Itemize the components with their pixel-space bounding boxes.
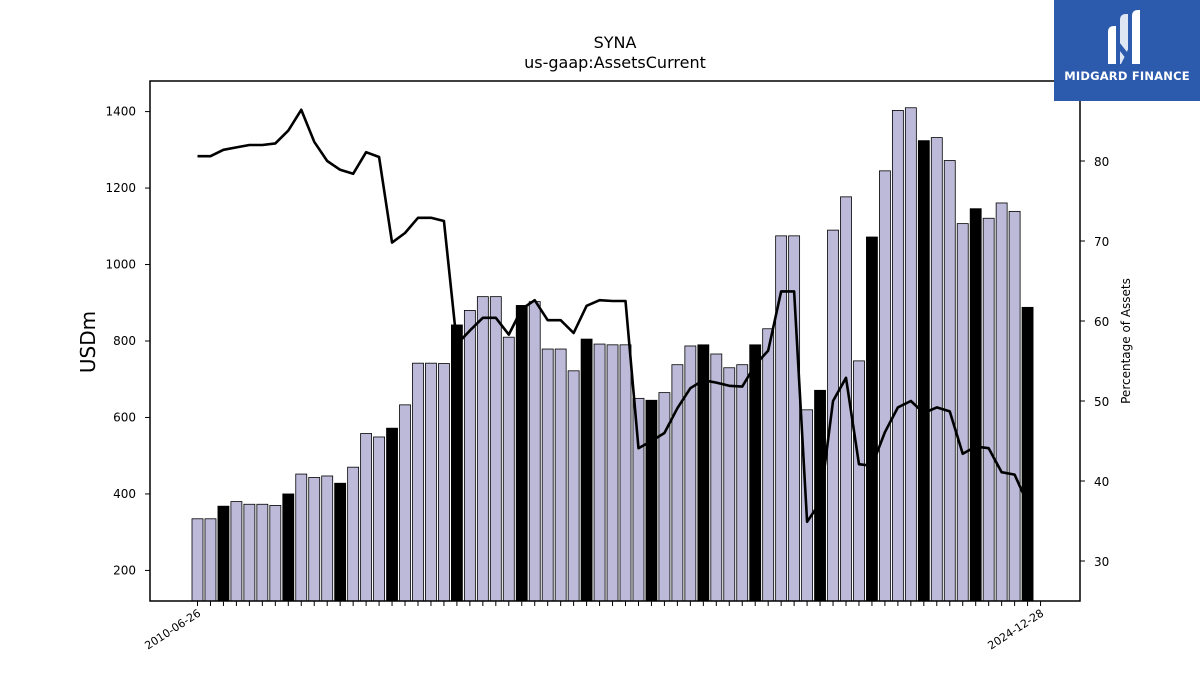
bar-quarter: [541, 348, 554, 602]
right-axis: 30 40 50 60 70 80: [1080, 155, 1109, 569]
bar-quarter: [438, 363, 450, 602]
bar-quarter: [528, 301, 541, 602]
bar-annual: [1021, 306, 1034, 602]
bar-quarter: [736, 364, 749, 602]
y2-axis-label: Percentage of Assets: [1119, 278, 1133, 404]
bar-annual: [450, 324, 463, 602]
x-axis: 2010-06-26 2024-12-28: [142, 601, 1046, 652]
y-tick-label: 400: [113, 487, 136, 501]
bar-quarter: [891, 110, 904, 602]
bar-quarter: [723, 367, 736, 602]
bar-annual: [217, 505, 230, 602]
bar-quarter: [230, 501, 243, 602]
y-tick-label: 600: [113, 410, 136, 424]
chart-title: SYNA: [594, 33, 637, 52]
bar-quarter: [425, 362, 437, 602]
bar-annual: [386, 427, 398, 602]
bar-annual: [749, 344, 762, 602]
bar-annual: [969, 208, 982, 602]
brand-name: MIDGARD FINANCE: [1064, 69, 1190, 83]
bar-quarter: [1008, 210, 1021, 602]
bar-series: [191, 107, 1034, 602]
percentage-line: [197, 108, 1029, 524]
bar-quarter: [204, 518, 217, 602]
y-axis-label: USDm: [76, 311, 100, 373]
bar-quarter: [502, 336, 515, 602]
bar-quarter: [347, 466, 360, 602]
bar-annual: [917, 140, 930, 602]
bar-quarter: [593, 343, 606, 602]
y2-tick-label: 80: [1094, 155, 1109, 169]
bar-quarter: [243, 503, 256, 602]
y2-tick-label: 70: [1094, 235, 1109, 249]
bar-quarter: [956, 223, 969, 602]
bar-quarter: [191, 518, 204, 602]
left-axis: 200 400 600 800 1000 1200 1400: [105, 105, 150, 577]
y-tick-label: 1200: [105, 181, 136, 195]
bar-quarter: [943, 160, 956, 602]
y2-tick-label: 40: [1094, 475, 1109, 489]
bar-quarter: [463, 310, 476, 602]
bar-annual: [866, 236, 878, 602]
y-tick-label: 1400: [105, 105, 136, 119]
bar-quarter: [879, 170, 891, 602]
bar-quarter: [399, 404, 411, 602]
bar-quarter: [995, 202, 1008, 602]
y2-tick-label: 60: [1094, 315, 1109, 329]
bar-annual: [645, 399, 658, 602]
bar-quarter: [256, 503, 269, 602]
bar-quarter: [982, 217, 995, 602]
bar-annual: [580, 338, 593, 602]
y2-tick-label: 30: [1094, 555, 1109, 569]
bar-quarter: [373, 436, 385, 602]
x-tick-label: 2010-06-26: [142, 607, 203, 653]
chart-subtitle: us-gaap:AssetsCurrent: [524, 53, 706, 72]
bar-quarter: [762, 328, 775, 602]
bar-quarter: [476, 296, 489, 602]
y2-tick-label: 50: [1094, 395, 1109, 409]
bar-quarter: [489, 296, 502, 602]
bar-quarter: [606, 344, 619, 602]
bar-quarter: [321, 475, 334, 602]
brand-logo: MIDGARD FINANCE: [1054, 0, 1200, 101]
y-tick-label: 200: [113, 563, 136, 577]
bar-quarter: [554, 348, 567, 602]
y-tick-label: 1000: [105, 258, 136, 272]
bar-quarter: [904, 107, 917, 602]
bar-quarter: [295, 473, 308, 602]
bar-quarter: [308, 477, 321, 602]
bar-quarter: [567, 370, 580, 602]
x-tick-label: 2024-12-28: [985, 607, 1046, 653]
bar-quarter: [412, 362, 424, 602]
bar-annual: [515, 305, 528, 602]
bar-quarter: [269, 505, 282, 602]
bar-quarter: [827, 229, 839, 602]
bar-quarter: [853, 360, 865, 602]
midgard-logo-icon: [1108, 10, 1140, 64]
bar-quarter: [619, 344, 632, 602]
bar-annual: [282, 493, 295, 602]
bar-quarter: [930, 137, 943, 602]
bar-quarter: [710, 353, 723, 602]
bar-quarter: [632, 397, 645, 602]
bar-annual: [334, 482, 347, 602]
bar-quarter: [684, 345, 697, 602]
y-tick-label: 800: [113, 334, 136, 348]
bar-quarter: [360, 433, 373, 602]
